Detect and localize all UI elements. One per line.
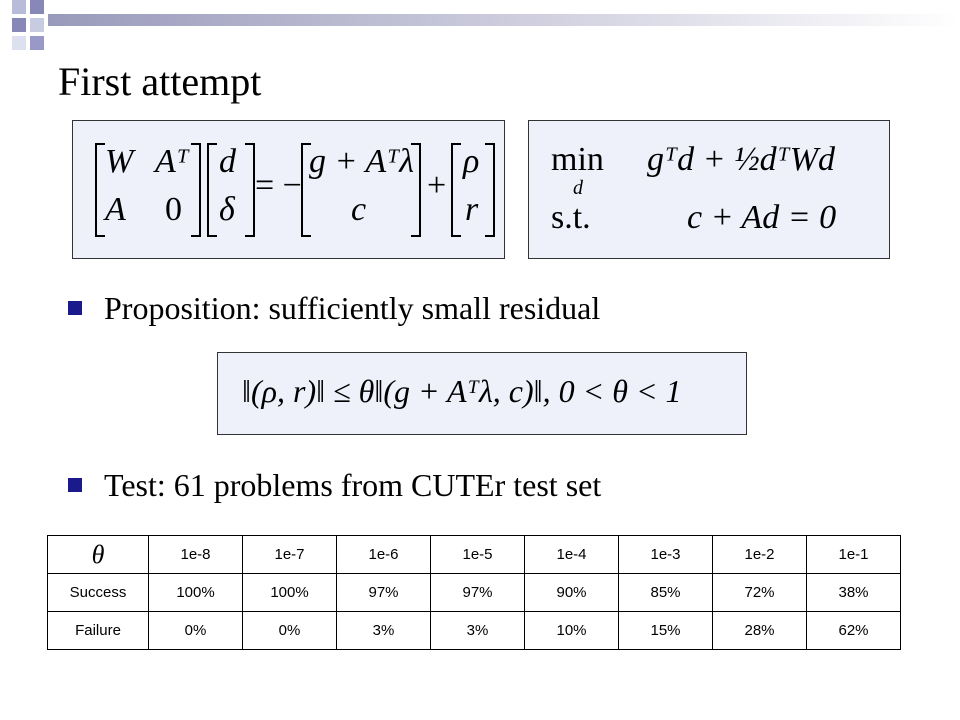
table-cell: Success (47, 573, 149, 612)
table-row: θ 1e-8 1e-7 1e-6 1e-5 1e-4 1e-3 1e-2 1e-1 (47, 535, 901, 574)
decoration (12, 0, 960, 50)
eq-term: g + Aᵀλ (309, 143, 414, 180)
eq-term: s.t. (551, 199, 591, 236)
table-cell: 3% (430, 611, 525, 650)
table-cell: 1e-4 (524, 535, 619, 574)
eq-term: = − (255, 167, 302, 204)
eq-term: c (351, 191, 367, 228)
eq-term: 0 (165, 191, 182, 228)
table-cell: 72% (712, 573, 807, 612)
table-cell: 97% (430, 573, 525, 612)
table-cell: 1e-3 (618, 535, 713, 574)
results-table: θ 1e-8 1e-7 1e-6 1e-5 1e-4 1e-3 1e-2 1e-1 Success… (47, 535, 901, 650)
table-cell: 28% (712, 611, 807, 650)
table-cell: 38% (806, 573, 901, 612)
eq-term: gᵀd + ½dᵀWd (647, 141, 836, 178)
table-cell: θ (47, 535, 149, 574)
eq-term: + (427, 167, 447, 204)
table-cell: 3% (336, 611, 431, 650)
table-row: Failure 0% 0% 3% 3% 10% 15% 28% 62% (47, 611, 901, 650)
eq-term: min (551, 141, 604, 178)
table-cell: 1e-7 (242, 535, 337, 574)
eq-term: W (105, 143, 134, 180)
table-cell: 100% (148, 573, 243, 612)
table-cell: 97% (336, 573, 431, 612)
eq-term: d (219, 143, 236, 180)
eq-term: d (573, 177, 583, 199)
table-row: Success 100% 100% 97% 97% 90% 85% 72% 38% (47, 573, 901, 612)
table-cell: 1e-5 (430, 535, 525, 574)
kkt-equation: W Aᵀ A 0 d δ = − g + Aᵀλ c + ρ r (72, 120, 505, 259)
eq-term: ‖(ρ, r)‖ ≤ θ‖(g + Aᵀλ, c)‖, 0 < θ < 1 (242, 373, 682, 409)
eq-term: Aᵀ (155, 143, 189, 180)
residual-equation: ‖(ρ, r)‖ ≤ θ‖(g + Aᵀλ, c)‖, 0 < θ < 1 (217, 352, 747, 435)
bullet: Test: 61 problems from CUTEr test set (68, 467, 601, 504)
table-cell: 0% (148, 611, 243, 650)
qp-equation: min d gᵀd + ½dᵀWd s.t. c + Ad = 0 (528, 120, 890, 259)
table-cell: 15% (618, 611, 713, 650)
eq-term: A (105, 191, 126, 228)
table-cell: 90% (524, 573, 619, 612)
eq-term: ρ (463, 143, 480, 180)
table-cell: 1e-2 (712, 535, 807, 574)
table-cell: 85% (618, 573, 713, 612)
eq-term: c + Ad = 0 (687, 199, 837, 236)
table-cell: 10% (524, 611, 619, 650)
table-cell: 62% (806, 611, 901, 650)
title: First attempt (58, 59, 262, 104)
table-cell: Failure (47, 611, 149, 650)
table-cell: 1e-8 (148, 535, 243, 574)
table-cell: 1e-6 (336, 535, 431, 574)
table-cell: 0% (242, 611, 337, 650)
eq-term: r (465, 191, 479, 228)
table-cell: 100% (242, 573, 337, 612)
bullet: Proposition: sufficiently small residual (68, 290, 600, 327)
table-cell: 1e-1 (806, 535, 901, 574)
eq-term: δ (219, 191, 235, 228)
